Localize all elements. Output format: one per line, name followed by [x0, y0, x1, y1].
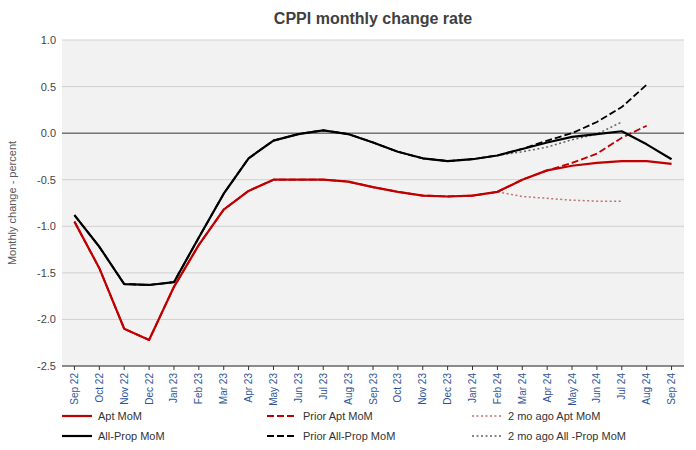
legend-swatch	[472, 415, 502, 417]
x-tick-label: May 23	[268, 373, 279, 406]
x-tick	[323, 366, 324, 370]
x-tick	[348, 366, 349, 370]
x-tick	[298, 366, 299, 370]
x-tick	[572, 366, 573, 370]
x-tick-label: Jul 23	[318, 373, 329, 400]
x-tick-label: Sep 23	[368, 373, 379, 405]
grid-line	[62, 40, 684, 41]
y-tick-label: -0.5	[37, 174, 56, 186]
title: CPPI monthly change rate	[274, 10, 472, 27]
x-tick	[248, 366, 249, 370]
grid-line	[62, 86, 684, 87]
x-tick-label: Jul 24	[616, 373, 627, 400]
x-tick-label: Sep 22	[69, 373, 80, 405]
x-tick-label: Mar 23	[218, 373, 229, 405]
x-tick	[198, 366, 199, 370]
legend-label: Prior All-Prop MoM	[303, 430, 395, 442]
x-tick	[472, 366, 473, 370]
grid-line	[62, 319, 684, 320]
x-tick	[596, 366, 597, 370]
x-tick	[397, 366, 398, 370]
series-line	[74, 161, 671, 340]
x-tick	[422, 366, 423, 370]
x-tick	[223, 366, 224, 370]
series-line	[74, 130, 671, 285]
x-tick	[522, 366, 523, 370]
grid-line	[62, 226, 684, 227]
x-tick	[373, 366, 374, 370]
x-tick-label: Apr 24	[542, 373, 553, 403]
y-tick-label: 1.0	[41, 34, 56, 46]
x-tick-label: May 24	[567, 373, 578, 406]
y-tick-label: 0.0	[41, 127, 56, 139]
x-tick	[621, 366, 622, 370]
legend-swatch	[267, 435, 297, 437]
legend-label: 2 mo ago All -Prop MoM	[508, 430, 626, 442]
x-tick-label: Mar 24	[517, 373, 528, 405]
series-line	[74, 180, 621, 340]
x-tick-label: Jun 24	[591, 373, 602, 403]
x-tick-label: Jan 24	[467, 373, 478, 403]
legend-label: All-Prop MoM	[98, 430, 165, 442]
x-tick-label: Apr 23	[243, 373, 254, 403]
x-tick	[149, 366, 150, 370]
grid	[62, 40, 684, 366]
zero-line	[62, 133, 684, 134]
legend-label: 2 mo ago Apt MoM	[508, 410, 600, 422]
x-tick-label: Aug 23	[343, 373, 354, 405]
series-line	[74, 126, 646, 340]
y-tick-label: 0.5	[41, 81, 56, 93]
x-tick	[99, 366, 100, 370]
x-tick-label: Oct 22	[94, 373, 105, 403]
series-line	[74, 122, 621, 285]
lines	[74, 85, 671, 340]
x-tick	[671, 366, 672, 370]
x-tick-label: Dec 23	[442, 373, 453, 405]
legend-swatch	[472, 435, 502, 437]
grid-line	[62, 272, 684, 273]
legend: Apt MoM Prior Apt MoM 2 mo ago Apt MoM All-…	[62, 410, 626, 442]
x-tick	[497, 366, 498, 370]
x-tick	[74, 366, 75, 370]
y-tick-label: -2.5	[37, 360, 56, 372]
x-tick	[173, 366, 174, 370]
legend-label: Apt MoM	[98, 410, 142, 422]
legend-swatch	[62, 435, 92, 437]
grid-line	[62, 179, 684, 180]
chart: -2.5 -2.0 -1.5 -1.0 -0.5 0.0 0.5 1.0 Sep 22 Oct 2…	[0, 0, 696, 450]
x-tick-label: Jun 23	[293, 373, 304, 403]
x-tick-label: Feb 23	[193, 373, 204, 405]
x-tick-label: Feb 24	[492, 373, 503, 405]
plot-background	[62, 40, 684, 366]
x-tick-label: Aug 24	[641, 373, 652, 405]
y-axis-label: Monthly change - percent	[6, 141, 18, 265]
y-tick-label: -2.0	[37, 313, 56, 325]
y-tick-label: -1.5	[37, 267, 56, 279]
legend-swatch	[62, 415, 92, 417]
x-tick-label: Nov 22	[119, 373, 130, 405]
legend-label: Prior Apt MoM	[303, 410, 373, 422]
x-tick-label: Sep 24	[666, 373, 677, 405]
x-tick	[273, 366, 274, 370]
legend-swatch	[267, 415, 297, 417]
x-tick	[547, 366, 548, 370]
x-tick	[646, 366, 647, 370]
x-tick-label: Oct 23	[392, 373, 403, 403]
x-tick	[124, 366, 125, 370]
x-tick-label: Dec 22	[144, 373, 155, 405]
x-tick-label: Nov 23	[417, 373, 428, 405]
x-tick	[447, 366, 448, 370]
y-tick-label: -1.0	[37, 220, 56, 232]
x-tick-label: Jan 23	[168, 373, 179, 403]
